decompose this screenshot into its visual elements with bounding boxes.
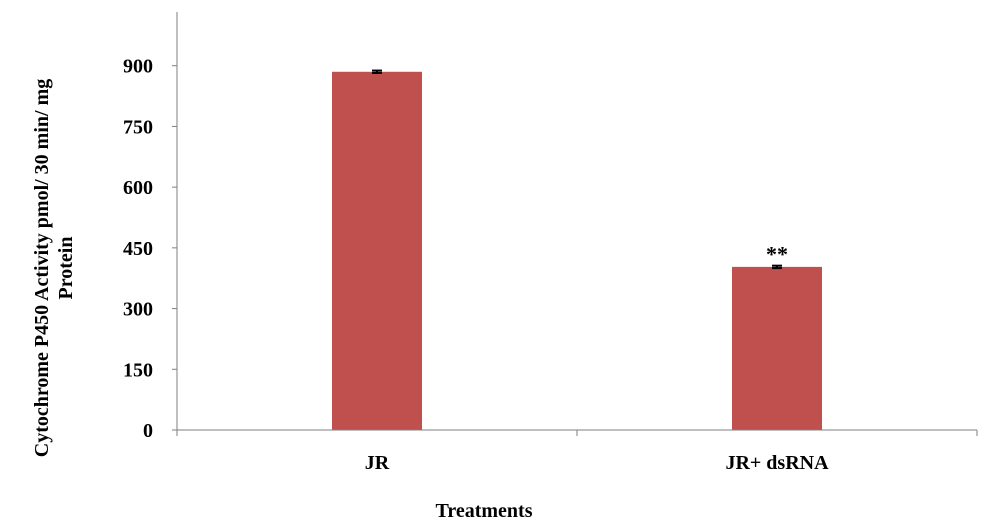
axes — [176, 12, 977, 431]
bar-1 — [732, 266, 822, 430]
x-axis-title: Treatments — [435, 500, 532, 522]
error-bar-0 — [372, 69, 382, 74]
y-tick-label: 450 — [123, 238, 153, 260]
x-tick-label: JR+ dsRNA — [725, 452, 829, 474]
y-axis-title-line1: Cytochrome P450 Activity pmol/ 30 min/ m… — [31, 79, 53, 457]
error-bar-1 — [772, 264, 782, 270]
x-ticks: JR JR+ dsRNA — [176, 430, 978, 474]
significance-label: ** — [766, 242, 788, 267]
y-tick-label: 300 — [123, 299, 153, 321]
y-tick-label: 600 — [123, 177, 153, 199]
y-ticks: 0 150 300 450 600 750 900 — [123, 56, 177, 442]
bars: ** — [332, 69, 822, 431]
x-tick-label: JR — [365, 452, 390, 474]
y-tick-label: 900 — [123, 56, 153, 78]
y-tick-label: 150 — [123, 359, 153, 381]
bar-0 — [332, 71, 422, 431]
y-tick-label: 750 — [123, 116, 153, 138]
y-axis-title-line2: Protein — [55, 237, 77, 300]
y-tick-label: 0 — [143, 420, 153, 442]
